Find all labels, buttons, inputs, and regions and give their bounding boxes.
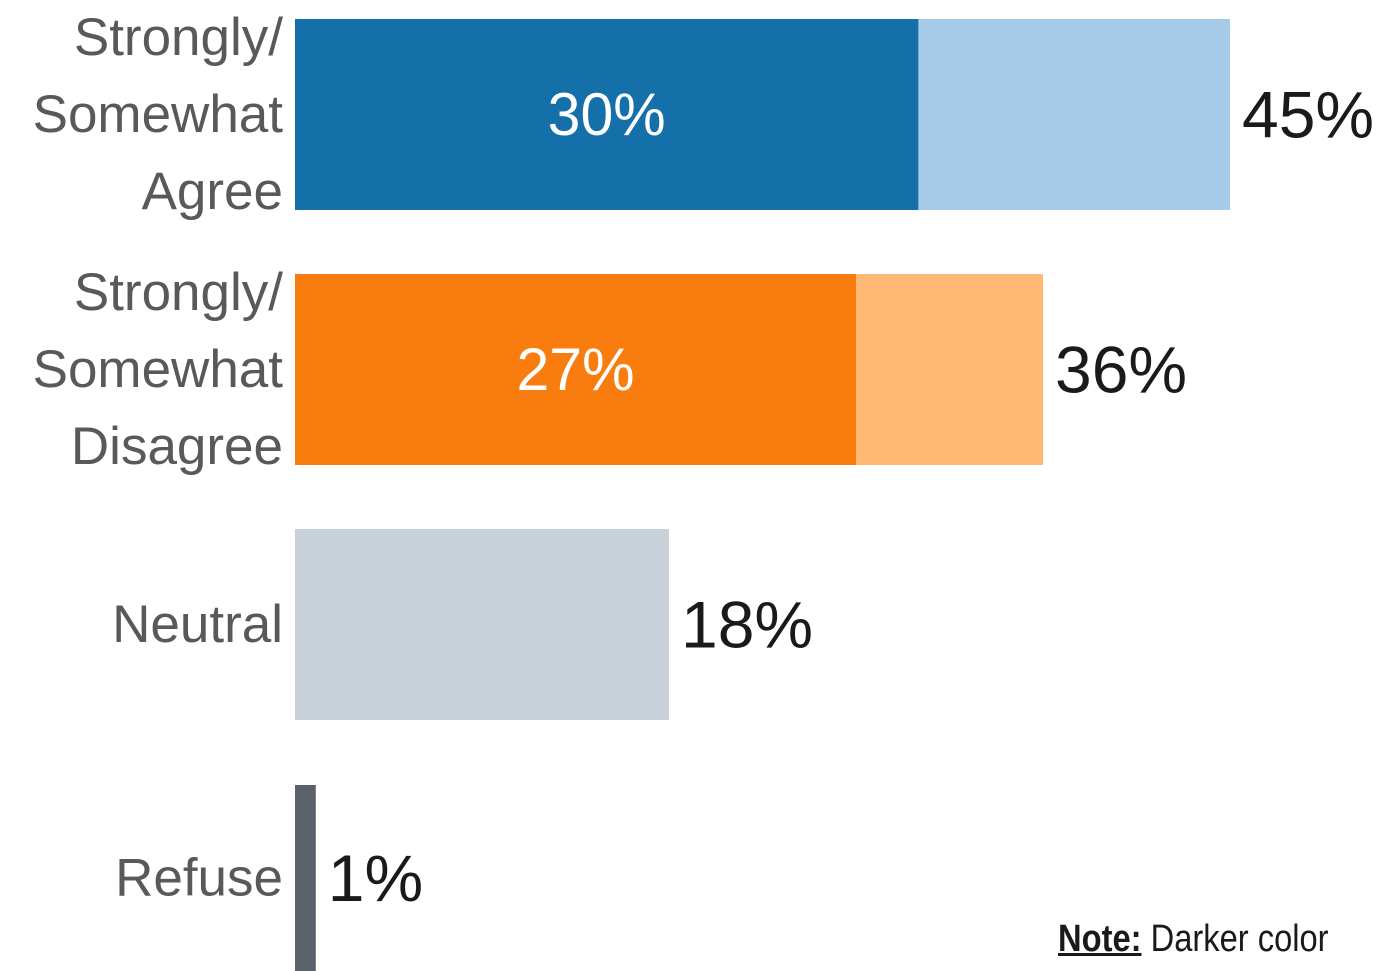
category-label-line: Strongly/ bbox=[74, 263, 283, 322]
data-label-strong-1: 27% bbox=[517, 336, 635, 403]
category-label-line: Somewhat bbox=[33, 340, 284, 399]
data-label-total-0: 45% bbox=[1242, 78, 1374, 152]
data-label-total-2: 18% bbox=[681, 588, 813, 662]
chart-note: Note: Darker color bbox=[1058, 918, 1329, 961]
note-text: Darker color bbox=[1141, 918, 1329, 960]
category-label-0: Strongly/Somewhat Agree bbox=[33, 8, 284, 221]
category-label-1: Strongly/Somewhat Disagree bbox=[33, 263, 284, 476]
category-label-line: Agree bbox=[142, 162, 283, 221]
bar-strong-0 bbox=[295, 19, 919, 210]
category-label-line: Strongly/ bbox=[74, 8, 283, 67]
data-label-total-3: 1% bbox=[328, 841, 423, 915]
bar-strong-1 bbox=[295, 274, 856, 465]
category-label-line: Refuse bbox=[115, 849, 283, 908]
category-label-line: Neutral bbox=[112, 595, 283, 654]
bar-total-2 bbox=[295, 529, 669, 720]
data-label-strong-0: 30% bbox=[548, 81, 666, 148]
category-label-2: Neutral bbox=[112, 595, 283, 654]
data-label-total-1: 36% bbox=[1055, 333, 1187, 407]
category-label-line: Disagree bbox=[71, 417, 283, 476]
category-label-line: Somewhat bbox=[33, 85, 284, 144]
note-key: Note: bbox=[1058, 918, 1142, 960]
bar-total-3 bbox=[295, 785, 316, 971]
category-label-3: Refuse bbox=[115, 849, 283, 908]
